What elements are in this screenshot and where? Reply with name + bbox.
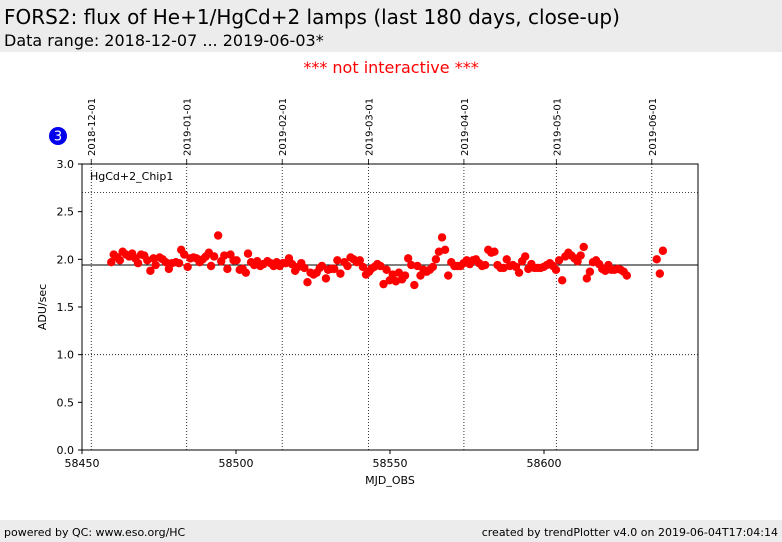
data-point	[658, 246, 668, 255]
date-tick-label: 2019-03-01	[364, 98, 375, 156]
date-tick-label: 2019-06-01	[648, 98, 659, 156]
y-axis: 0.0 0.5 1.0 1.5 2.0 2.5 3.0	[57, 158, 82, 457]
data-point	[206, 261, 216, 271]
y-tick-label: 3.0	[57, 158, 75, 171]
panel-label: HgCd+2_Chip1	[90, 170, 173, 183]
data-point	[431, 255, 441, 264]
data-point	[652, 255, 661, 264]
data-point	[358, 262, 368, 272]
data-point	[557, 276, 567, 285]
data-point	[490, 247, 499, 256]
data-point	[579, 242, 588, 252]
not-interactive-notice: *** not interactive ***	[303, 58, 479, 77]
data-point	[413, 261, 422, 271]
data-point	[502, 255, 511, 264]
plot-frame	[81, 163, 699, 451]
footer-bar: powered by QC: www.eso.org/HC created by…	[0, 520, 782, 542]
y-tick-label: 1.0	[57, 349, 75, 362]
data-point	[428, 262, 438, 272]
data-point	[321, 274, 331, 283]
data-point	[151, 260, 160, 270]
x-tick-label: 58550	[373, 457, 408, 470]
data-point	[213, 231, 223, 240]
data-point	[437, 233, 447, 242]
data-point	[551, 265, 561, 275]
data-point	[107, 257, 116, 267]
date-marks-layer: 2018-12-01 2019-01-01 2019-02-01 2019-03-01…	[87, 98, 659, 450]
data-point	[407, 260, 416, 270]
data-point	[622, 271, 632, 280]
data-point	[554, 256, 564, 265]
data-point	[376, 261, 385, 271]
data-point	[241, 268, 251, 277]
data-point	[379, 279, 388, 289]
data-point	[400, 271, 410, 280]
page-title: FORS2: flux of He+1/HgCd+2 lamps (last 1…	[4, 5, 620, 29]
data-point	[300, 263, 309, 273]
data-point	[317, 261, 327, 271]
date-tick-label: 2019-04-01	[460, 98, 471, 156]
data-point	[410, 280, 419, 290]
powered-by-text: powered by QC: www.eso.org/HC	[4, 526, 186, 539]
data-point	[180, 250, 189, 259]
data-point	[655, 269, 665, 278]
y-tick-label: 0.5	[57, 396, 75, 409]
data-point	[209, 252, 219, 261]
date-tick-label: 2019-05-01	[552, 98, 563, 156]
data-point	[149, 254, 158, 263]
data-point	[440, 245, 450, 254]
data-point	[514, 268, 524, 277]
data-point	[161, 257, 170, 267]
data-point	[174, 258, 184, 268]
plot-number-badge: 3	[49, 127, 67, 145]
data-point	[576, 251, 585, 260]
data-point	[243, 249, 253, 258]
badge-number: 3	[54, 130, 62, 145]
data-point	[343, 261, 352, 271]
data-point	[330, 264, 339, 274]
y-axis-label: ADU/sec	[36, 284, 49, 330]
date-tick-label: 2019-02-01	[278, 98, 289, 156]
x-axis: 58450 58500 58550 58600	[65, 450, 562, 470]
y-tick-label: 2.0	[57, 253, 75, 266]
data-point	[585, 267, 595, 276]
data-point	[220, 251, 229, 260]
data-point	[146, 266, 155, 275]
badge-circle	[49, 127, 67, 145]
x-tick-label: 58600	[527, 457, 562, 470]
data-points-layer	[107, 231, 668, 290]
x-tick-label: 58450	[65, 457, 100, 470]
data-point	[115, 256, 125, 265]
date-tick-label: 2019-01-01	[183, 98, 194, 156]
x-axis-label: MJD_OBS	[365, 474, 415, 487]
data-point	[480, 260, 490, 270]
data-point	[582, 274, 592, 283]
y-tick-label: 2.5	[57, 206, 75, 219]
data-point	[183, 262, 192, 272]
data-point	[403, 254, 413, 263]
date-tick-label: 2018-12-01	[87, 98, 98, 156]
data-point	[355, 256, 365, 265]
data-point	[444, 271, 453, 280]
created-by-text: created by trendPlotter v4.0 on 2019-06-…	[481, 526, 778, 539]
data-point	[133, 258, 143, 268]
header-bar: FORS2: flux of He+1/HgCd+2 lamps (last 1…	[0, 0, 782, 52]
y-tick-label: 1.5	[57, 301, 75, 314]
y-tick-label: 0.0	[57, 444, 75, 457]
x-tick-label: 58500	[219, 457, 254, 470]
data-point	[382, 265, 391, 275]
data-point	[333, 256, 342, 265]
data-range-subtitle: Data range: 2018-12-07 ... 2019-06-03*	[4, 31, 324, 50]
data-point	[521, 252, 530, 261]
data-point	[336, 269, 345, 278]
data-point	[223, 264, 232, 274]
data-point	[232, 256, 241, 265]
data-point	[303, 278, 312, 287]
